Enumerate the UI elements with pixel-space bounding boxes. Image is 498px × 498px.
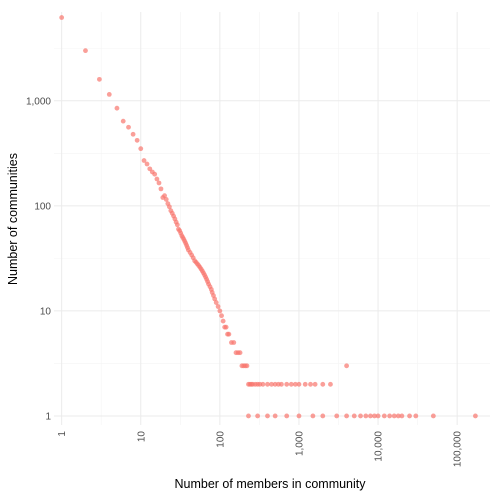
- data-point: [126, 124, 131, 130]
- data-point: [395, 413, 401, 419]
- data-point: [59, 15, 65, 20]
- y-tick-label: 10: [40, 306, 52, 317]
- x-tick-label: 100,000: [453, 431, 464, 468]
- data-point: [220, 318, 226, 324]
- data-points: [59, 15, 478, 419]
- data-point: [152, 171, 158, 177]
- data-point: [265, 381, 270, 387]
- x-tick-label: 100: [215, 431, 226, 448]
- y-tick-label: 100: [34, 201, 51, 212]
- data-point: [166, 204, 172, 210]
- data-point: [413, 413, 419, 419]
- data-point: [284, 381, 290, 387]
- data-point: [344, 363, 349, 369]
- data-point: [114, 105, 120, 111]
- data-point: [381, 413, 387, 419]
- data-point: [217, 308, 223, 314]
- data-point: [368, 413, 373, 419]
- data-point: [296, 413, 302, 419]
- data-point: [351, 413, 357, 419]
- data-point: [308, 381, 313, 387]
- data-point: [312, 381, 318, 387]
- data-point: [231, 340, 237, 345]
- data-point: [272, 413, 278, 419]
- data-point: [223, 324, 229, 330]
- data-point: [156, 180, 162, 186]
- data-point: [288, 381, 294, 387]
- data-point: [144, 161, 150, 167]
- data-point: [328, 381, 333, 387]
- data-point: [215, 304, 221, 309]
- data-point: [320, 413, 326, 419]
- y-tick-label: 1,000: [26, 96, 51, 107]
- data-point: [399, 413, 405, 419]
- data-point: [387, 413, 393, 419]
- data-point: [407, 413, 412, 419]
- data-point: [372, 413, 377, 419]
- x-axis-title: Number of members in community: [174, 477, 366, 491]
- data-point: [310, 413, 316, 419]
- x-tick-label: 1: [57, 431, 68, 437]
- data-point: [320, 381, 326, 387]
- data-point: [430, 413, 436, 419]
- data-point: [219, 313, 224, 319]
- data-point: [212, 296, 218, 302]
- data-point: [255, 413, 261, 419]
- data-point: [154, 176, 160, 182]
- grid-lines: [54, 12, 490, 425]
- data-point: [344, 413, 349, 419]
- data-point: [83, 48, 88, 54]
- data-point: [213, 300, 219, 305]
- data-point: [226, 331, 232, 337]
- data-point: [334, 413, 340, 419]
- data-point: [269, 381, 274, 387]
- data-point: [174, 222, 180, 228]
- data-point: [163, 197, 169, 202]
- data-point: [162, 193, 167, 199]
- data-point: [363, 413, 369, 419]
- data-point: [284, 413, 290, 419]
- data-point: [138, 146, 144, 152]
- data-point: [265, 413, 270, 419]
- y-axis-title: Number of communities: [6, 153, 20, 285]
- x-axis-ticks: 1 10 100 1,000 10,000 100,000: [57, 431, 464, 468]
- data-point: [260, 381, 266, 387]
- y-tick-label: 1: [45, 411, 51, 422]
- data-point: [120, 118, 126, 124]
- data-point: [391, 413, 397, 419]
- x-tick-label: 1,000: [294, 431, 305, 456]
- data-point: [141, 158, 147, 163]
- data-point: [97, 76, 102, 82]
- x-tick-label: 10: [136, 431, 147, 443]
- data-point: [292, 381, 298, 387]
- data-point: [473, 413, 478, 419]
- data-point: [279, 381, 284, 387]
- data-point: [130, 131, 136, 137]
- data-point: [358, 413, 363, 419]
- x-tick-label: 10,000: [374, 431, 385, 462]
- data-point: [244, 363, 250, 369]
- data-point: [134, 137, 140, 143]
- data-point: [246, 413, 251, 419]
- data-point: [237, 350, 243, 356]
- data-point: [158, 186, 164, 192]
- y-axis-ticks: 1 10 100 1,000: [26, 96, 51, 422]
- data-point: [302, 381, 308, 387]
- data-point: [296, 381, 302, 387]
- data-point: [375, 413, 381, 419]
- data-point: [106, 92, 112, 97]
